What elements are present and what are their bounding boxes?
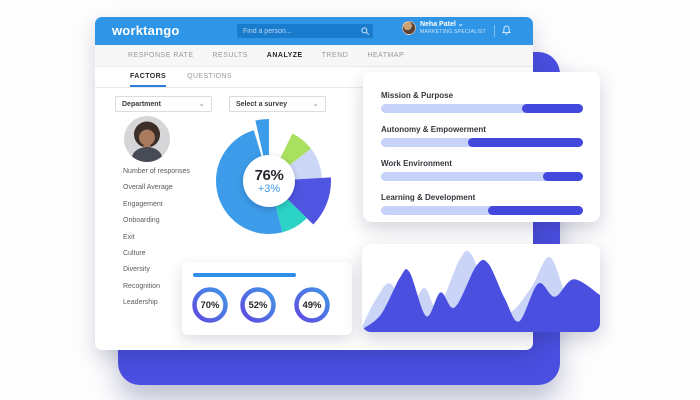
tab-analyze[interactable]: ANALYZE — [266, 52, 303, 59]
tab-response-rate[interactable]: RESPONSE RATE — [128, 52, 194, 59]
worktango-logo: worktango — [112, 23, 180, 38]
factor-row: Learning & Development — [381, 193, 583, 215]
list-item-leadership[interactable]: Leadership — [123, 299, 158, 307]
factor-label-learning-development: Learning & Development — [381, 193, 476, 202]
navbar-divider — [494, 25, 495, 37]
tab-trend[interactable]: TREND — [321, 52, 349, 59]
gauge-ring — [294, 287, 330, 323]
list-item-engagement[interactable]: Engagement — [123, 200, 163, 208]
donut-svg — [207, 119, 331, 243]
overall-score-donut-chart: 76% +3% — [204, 116, 334, 246]
user-role: MARKETING SPECIALIST — [419, 29, 486, 35]
user-menu[interactable]: Neha Patel ⌄ MARKETING SPECIALIST — [401, 21, 486, 35]
gauge-3-value: 49% — [302, 299, 322, 311]
survey-dropdown-value: Select a survey — [236, 100, 287, 108]
list-item-overall-average[interactable]: Overall Average — [123, 184, 173, 192]
tab-heatmap[interactable]: HEATMAP — [367, 52, 405, 59]
factor-row: Mission & Purpose — [381, 91, 583, 113]
factor-bar-dark-segment — [488, 206, 583, 215]
list-item-diversity[interactable]: Diversity — [123, 266, 150, 274]
list-item-onboarding[interactable]: Onboarding — [123, 217, 160, 225]
gauge-1: 70% — [191, 286, 229, 324]
gauge-3: 49% — [293, 286, 331, 324]
employee-photo-avatar — [124, 116, 170, 162]
factor-bar — [381, 104, 583, 113]
search-input[interactable] — [237, 24, 373, 38]
survey-dropdown[interactable]: Select a survey ⌄ — [229, 96, 326, 112]
top-navbar: worktango Neha Patel⌄ MARKETING SPECIALI… — [95, 17, 533, 45]
chevron-down-icon: ⌄ — [312, 99, 319, 108]
gauge-1-value: 70% — [200, 299, 220, 311]
gauge-2-value: 52% — [248, 299, 268, 311]
user-avatar — [401, 21, 416, 35]
gauge-2: 52% — [239, 286, 277, 324]
notifications-bell-icon[interactable] — [502, 25, 511, 36]
user-text: Neha Patel ⌄ MARKETING SPECIALIST — [420, 21, 486, 35]
chevron-down-icon: ⌄ — [198, 99, 205, 108]
list-item-exit[interactable]: Exit — [123, 233, 135, 241]
gauge-ring — [240, 287, 276, 323]
department-dropdown-value: Department — [122, 100, 161, 108]
department-dropdown[interactable]: Department ⌄ — [115, 96, 212, 112]
factor-bar — [381, 138, 583, 147]
factor-bar-dark-segment — [522, 104, 583, 113]
factor-bar — [381, 206, 583, 215]
factor-bar-dark-segment — [467, 138, 583, 147]
trend-wave-chart-card — [362, 244, 600, 332]
factor-row: Autonomy & Empowerment — [381, 125, 583, 147]
overall-score-delta: +3% — [257, 183, 281, 195]
user-name: Neha Patel — [419, 21, 456, 28]
list-item-recognition[interactable]: Recognition — [123, 282, 160, 290]
main-tabs: RESPONSE RATE RESULTS ANALYZE TREND HEAT… — [95, 45, 533, 67]
factor-row: Work Environment — [381, 159, 583, 181]
list-item-culture[interactable]: Culture — [123, 249, 146, 257]
list-item-number-of-responses[interactable]: Number of responses — [123, 168, 190, 175]
factor-scores-card: Mission & Purpose Autonomy & Empowerment… — [363, 72, 600, 222]
factor-label-mission-purpose: Mission & Purpose — [381, 91, 454, 100]
factor-bar-dark-segment — [542, 172, 583, 181]
mini-gauges-card: 70% 52% 49% — [182, 262, 352, 335]
overall-score-value: 76% — [254, 167, 284, 184]
donut-center-badge: 76% +3% — [243, 155, 295, 207]
tab-results[interactable]: RESULTS — [212, 52, 248, 59]
factor-list: Number of responses Overall Average Enga… — [123, 164, 190, 312]
wave-svg — [362, 250, 600, 332]
factor-bar — [381, 172, 583, 181]
subtab-factors[interactable]: FACTORS — [130, 73, 167, 87]
search-icon[interactable] — [361, 27, 370, 36]
factor-label-work-environment: Work Environment — [381, 159, 452, 168]
subtab-questions[interactable]: QUESTIONS — [187, 73, 232, 80]
factor-label-autonomy-empowerment: Autonomy & Empowerment — [381, 125, 486, 134]
chevron-down-icon: ⌄ — [457, 21, 464, 28]
gauge-ring — [192, 287, 228, 323]
gauge-card-title-bar — [193, 273, 296, 277]
